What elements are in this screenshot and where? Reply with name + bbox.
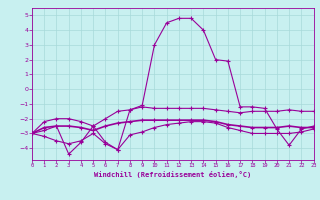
X-axis label: Windchill (Refroidissement éolien,°C): Windchill (Refroidissement éolien,°C) — [94, 171, 252, 178]
